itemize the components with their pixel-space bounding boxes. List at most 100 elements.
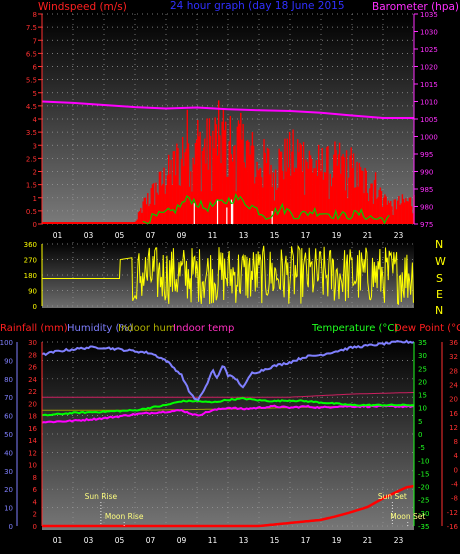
wind-direction-axes: 0 90 180 270 360 <box>24 241 43 311</box>
windspeed-tick-label: 3.5 <box>26 129 37 137</box>
dewpoint-tick-label: -12 <box>447 509 458 517</box>
hour-tick-label: 11 <box>208 231 218 240</box>
humidity-axis-title: Humidity (%) <box>67 323 133 334</box>
windspeed-tick-label: 8 <box>33 11 37 19</box>
hour-tick-label: 05 <box>115 536 125 545</box>
barometer-line <box>41 100 414 119</box>
hour-tick-label: 01 <box>53 536 63 545</box>
compass-label-s: S <box>436 272 443 285</box>
windspeed-tick-label: 1 <box>33 195 37 203</box>
temperature-tick-label: 0 <box>418 431 422 439</box>
dewpoint-tick-label: 12 <box>449 424 458 432</box>
indoor-temp-title: Indoor temp <box>173 323 234 334</box>
sun-set-label: Sun Set <box>378 492 407 501</box>
hour-tick-label: 23 <box>394 536 404 545</box>
rainfall-tick-label: 20 <box>28 400 37 408</box>
barometer-tick-label: 1035 <box>420 11 438 19</box>
dewpoint-axis-title: Dew Point (°C) <box>394 323 460 334</box>
temperature-tick-label: -15 <box>418 470 429 478</box>
temperature-tick-label: -35 <box>418 523 429 531</box>
windspeed-tick-label: 2 <box>33 169 37 177</box>
average-wind-path <box>142 192 390 225</box>
humidity-tick-label: 0 <box>9 523 13 531</box>
humidity-tick-label: 70 <box>4 394 13 402</box>
barometer-tick-label: 1030 <box>420 29 438 37</box>
humidity-tick-label: 100 <box>0 339 13 347</box>
rainfall-tick-label: 26 <box>28 364 37 372</box>
temp-hum-axes: 0102030405060708090100024681012141618202… <box>0 339 459 545</box>
humidity-tick-label: 50 <box>4 431 13 439</box>
humidity-tick-label: 60 <box>4 413 13 421</box>
indoor-temp2-path <box>42 392 414 398</box>
compass-label-e: E <box>436 288 443 301</box>
average-wind-line <box>142 192 390 225</box>
windspeed-tick-label: 6 <box>33 64 38 72</box>
barometer-tick-label: 975 <box>420 221 433 229</box>
barometer-path <box>41 100 414 119</box>
dewpoint-tick-label: 0 <box>454 466 458 474</box>
hour-tick-label: 13 <box>239 536 249 545</box>
compass-label-w: W <box>435 255 446 268</box>
indoor-temp-path <box>41 404 415 424</box>
dewpoint-tick-label: -4 <box>451 481 459 489</box>
moon-rise-label: Moon Rise <box>105 512 144 521</box>
temperature-tick-label: 30 <box>418 352 427 360</box>
rainfall-tick-label: 2 <box>33 511 37 519</box>
rainfall-tick-label: 0 <box>33 523 37 531</box>
temperature-tick-label: 10 <box>418 405 427 413</box>
humidity-path <box>41 339 415 401</box>
barometer-tick-label: 1000 <box>420 134 438 142</box>
hour-tick-label: 07 <box>146 231 156 240</box>
windspeed-tick-label: 5 <box>33 90 37 98</box>
compass-label-n-bottom: N <box>435 304 443 317</box>
windspeed-tick-label: 7.5 <box>26 24 37 32</box>
temperature-tick-label: -5 <box>418 444 425 452</box>
wind-direction-path <box>42 244 414 306</box>
chart-title: 24 hour graph (day 18 June 2015 <box>170 0 345 12</box>
temperature-tick-label: -25 <box>418 497 429 505</box>
hour-tick-label: 17 <box>301 536 311 545</box>
rainfall-tick-label: 10 <box>28 462 37 470</box>
temperature-axis-title: Temperature (°C) <box>311 323 398 334</box>
hour-tick-label: 07 <box>146 536 156 545</box>
astro-events: Sun Rise Moon Rise Sun Set Moon Set <box>85 492 425 526</box>
windspeed-tick-label: 2.5 <box>26 155 37 163</box>
barometer-tick-label: 990 <box>420 169 433 177</box>
dewpoint-tick-label: 16 <box>449 410 458 418</box>
sun-rise-label: Sun Rise <box>85 492 118 501</box>
rainfall-tick-label: 28 <box>28 351 37 359</box>
barometer-tick-label: 1010 <box>420 99 438 107</box>
rainfall-tick-label: 6 <box>33 486 38 494</box>
barometer-tick-label: 1025 <box>420 46 438 54</box>
wind-direction-tick-label: 0 <box>33 303 37 311</box>
windspeed-tick-label: 3 <box>33 142 37 150</box>
barometer-tick-label: 1020 <box>420 64 438 72</box>
hour-tick-label: 19 <box>332 536 342 545</box>
temperature-tick-label: 5 <box>418 418 422 426</box>
compass-label-n-top: N <box>435 238 443 251</box>
wind-direction-tick-label: 360 <box>24 241 37 249</box>
rainfall-tick-label: 30 <box>28 339 37 347</box>
windspeed-tick-label: 4 <box>33 116 38 124</box>
barometer-tick-label: 985 <box>420 186 433 194</box>
rainfall-tick-label: 16 <box>28 425 37 433</box>
hour-tick-label: 11 <box>208 536 218 545</box>
temp-hum-plot-area <box>42 340 414 530</box>
windspeed-tick-label: 7 <box>33 37 37 45</box>
moon-set-label: Moon Set <box>390 512 425 521</box>
wind-direction-tick-label: 180 <box>24 272 37 280</box>
barometer-axis-title: Barometer (hpa) <box>372 1 459 13</box>
windspeed-tick-label: 1.5 <box>26 182 37 190</box>
dewpoint-tick-label: 36 <box>449 339 458 347</box>
windspeed-tick-label: 5.5 <box>26 77 37 85</box>
dewpoint-tick-label: -8 <box>451 495 458 503</box>
temperature-tick-label: 25 <box>418 365 427 373</box>
rainfall-tick-label: 22 <box>28 388 37 396</box>
dewpoint-tick-label: -16 <box>447 523 459 531</box>
barometer-tick-label: 980 <box>420 204 433 212</box>
humidity-tick-label: 90 <box>4 357 13 365</box>
humidity-tick-label: 10 <box>4 505 13 513</box>
temperature-tick-label: -20 <box>418 484 429 492</box>
hour-tick-label: 09 <box>177 536 187 545</box>
rainfall-tick-label: 14 <box>28 437 37 445</box>
